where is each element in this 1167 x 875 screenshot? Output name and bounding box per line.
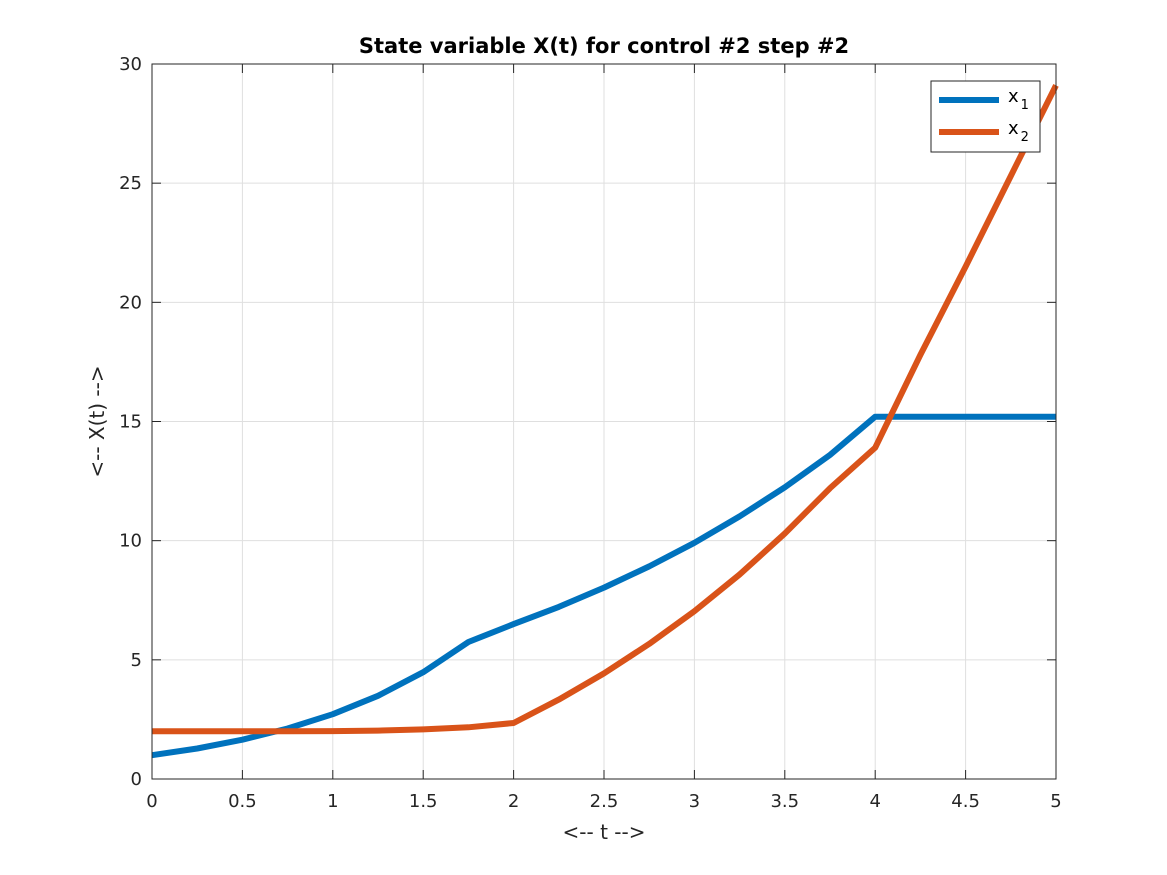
y-tick-label: 25	[119, 173, 142, 194]
x-tick-label: 0.5	[228, 791, 257, 812]
y-tick-label: 30	[119, 54, 142, 75]
x-tick-label: 4.5	[951, 791, 980, 812]
y-tick-label: 20	[119, 292, 142, 313]
x-tick-label: 0	[146, 791, 157, 812]
x-tick-label: 2.5	[590, 791, 619, 812]
y-axis-title: <-- X(t) -->	[85, 365, 109, 477]
x-axis-title: <-- t -->	[563, 820, 646, 844]
x-tick-label: 3.5	[770, 791, 799, 812]
series-line-x2	[152, 84, 1059, 735]
x-tick-label: 5	[1050, 791, 1061, 812]
y-tick-label: 10	[119, 531, 142, 552]
series-layer	[151, 84, 1059, 759]
chart-title: State variable X(t) for control #2 step …	[359, 34, 849, 58]
legend-box	[930, 80, 1041, 153]
x-tick-label: 3	[689, 791, 700, 812]
x-tick-label: 1.5	[409, 791, 438, 812]
legend: x 1x 2	[930, 80, 1041, 153]
y-tick-label: 0	[131, 769, 142, 790]
series-line-x1	[151, 413, 1056, 759]
y-tick-label: 15	[119, 412, 142, 433]
x-tick-label: 2	[508, 791, 519, 812]
x-tick-label: 4	[869, 791, 880, 812]
x-tick-label: 1	[327, 791, 338, 812]
y-tick-label: 5	[131, 650, 142, 671]
tick-layer: 0 0.5 1 1.5 2 2.5 3 3.5 4 4.5 5 0 5 10 15 20 25 30	[119, 54, 1062, 812]
